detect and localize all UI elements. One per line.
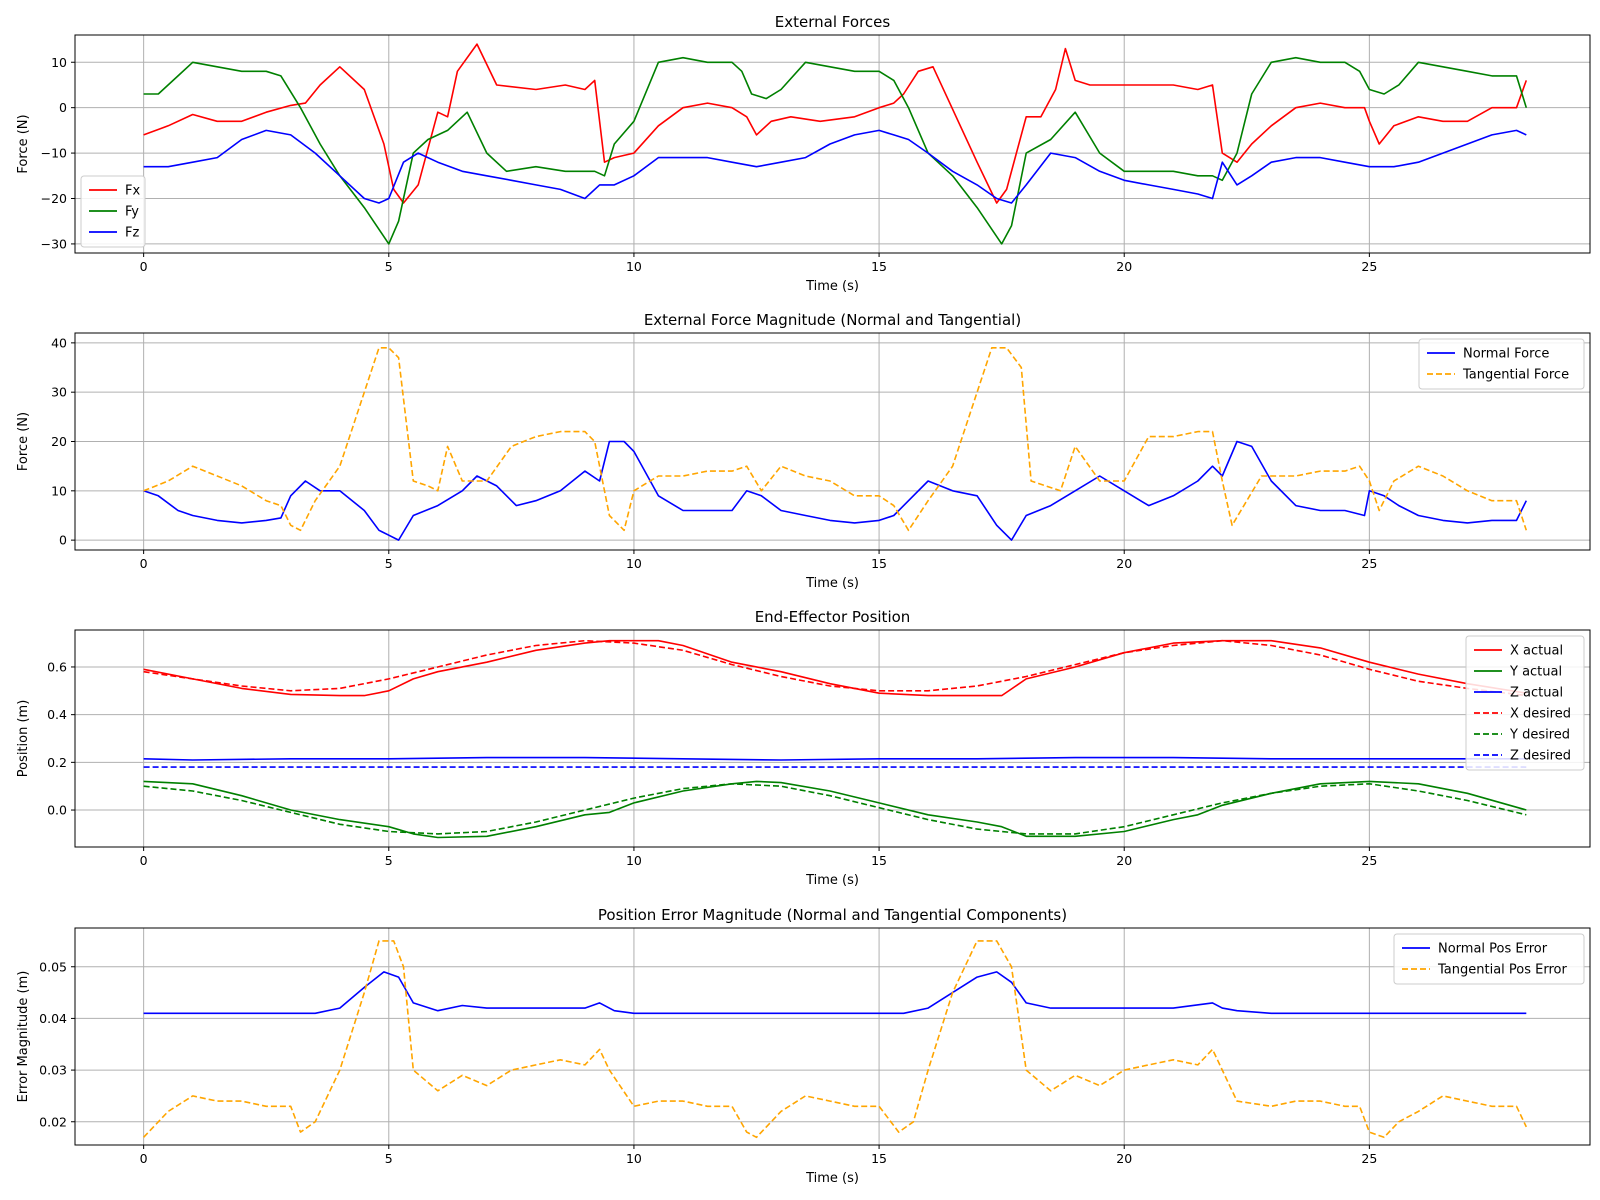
legend-label: Tangential Force	[1462, 368, 1569, 383]
x-tick-label: 5	[385, 556, 393, 571]
x-tick-label: 10	[626, 1151, 642, 1166]
y-tick-label: 0	[59, 100, 67, 115]
legend-label: Tangential Pos Error	[1437, 963, 1567, 978]
x-axis-label: Time (s)	[805, 1171, 859, 1186]
y-tick-label: 0.02	[39, 1114, 67, 1129]
chart-2: 0 5 10 15 20 25 0 10 20 30 40 External Force Magnit…	[16, 311, 1591, 591]
legend-label: Normal Pos Error	[1438, 942, 1548, 957]
legend-label: Normal Force	[1463, 347, 1549, 362]
legend-box	[1465, 635, 1585, 771]
x-tick-label: 0	[140, 1151, 148, 1166]
series-line-fy	[143, 56, 1528, 245]
x-tick-label: 5	[385, 1151, 393, 1166]
y-tick-label: 0.0	[47, 803, 67, 818]
y-tick-label: 0.05	[39, 959, 67, 974]
legend-label: Fy	[125, 205, 139, 220]
y-axis-label: Force (N)	[16, 412, 31, 471]
legend-label: Fz	[125, 226, 139, 241]
legend: Normal Force Tangential Force	[1418, 338, 1585, 390]
y-tick-label: −20	[41, 191, 67, 206]
y-axis-label: Position (m)	[16, 700, 31, 778]
x-tick-label: 25	[1361, 853, 1377, 868]
series-line-normal-pos-error	[143, 971, 1527, 1015]
x-tick-label: 0	[140, 853, 148, 868]
plot-frame	[74, 927, 1591, 1146]
x-tick-label: 0	[140, 556, 148, 571]
y-tick-label: 40	[51, 335, 67, 350]
x-tick-label: 25	[1361, 556, 1377, 571]
chart-title: Position Error Magnitude (Normal and Tan…	[598, 906, 1067, 924]
series-line-x-actual	[143, 639, 1527, 697]
plot-frame	[74, 629, 1591, 848]
series-line-fz	[143, 129, 1527, 204]
series-line-x-desired	[143, 639, 1527, 697]
x-tick-label: 10	[626, 853, 642, 868]
x-tick-label: 20	[1116, 556, 1132, 571]
x-tick-label: 20	[1116, 853, 1132, 868]
plot-frame	[74, 34, 1591, 254]
series-line-normal-force	[143, 440, 1528, 541]
x-tick-label: 25	[1361, 1151, 1377, 1166]
x-tick-label: 25	[1361, 259, 1377, 274]
y-tick-label: 0.04	[39, 1011, 67, 1026]
y-tick-label: 0.4	[47, 707, 67, 722]
y-tick-label: 10	[51, 483, 67, 498]
x-axis-label: Time (s)	[805, 873, 859, 888]
x-tick-label: 10	[626, 259, 642, 274]
y-tick-label: 10	[51, 55, 67, 70]
legend: Fx Fy Fz	[80, 175, 146, 248]
y-tick-label: 0	[59, 533, 67, 548]
x-tick-label: 15	[871, 556, 887, 571]
y-axis-label: Error Magnitude (m)	[16, 971, 31, 1103]
y-tick-label: 0.03	[39, 1063, 67, 1078]
series-line-tangential-force	[143, 346, 1528, 532]
x-axis-label: Time (s)	[805, 576, 859, 591]
y-tick-label: 20	[51, 434, 67, 449]
x-tick-label: 15	[871, 853, 887, 868]
legend-label: X desired	[1510, 707, 1571, 722]
y-tick-label: −30	[41, 236, 67, 251]
chart-3: 0 5 10 15 20 25 0.0 0.2 0.4 0.6 End-Effector Posit…	[16, 608, 1591, 888]
x-tick-label: 5	[385, 259, 393, 274]
series-line-tangential-pos-error	[143, 940, 1528, 1139]
x-tick-label: 15	[871, 1151, 887, 1166]
legend-box	[1418, 338, 1585, 390]
legend-label: Z desired	[1510, 749, 1571, 764]
x-axis-label: Time (s)	[805, 279, 859, 294]
chart-title: External Force Magnitude (Normal and Tan…	[644, 311, 1021, 329]
series-line-z-actual	[143, 756, 1527, 761]
x-tick-label: 20	[1116, 259, 1132, 274]
legend-label: Y actual	[1509, 665, 1562, 680]
x-tick-label: 10	[626, 556, 642, 571]
legend-label: X actual	[1510, 644, 1563, 659]
chart-1: 0 5 10 15 20 25 −30 −20 −10 0 10 External Forces Tim…	[16, 13, 1591, 294]
series-line-y-desired	[143, 782, 1527, 835]
x-tick-label: 20	[1116, 1151, 1132, 1166]
legend-label: Y desired	[1509, 728, 1570, 743]
legend: X actual Y actual Z actual X desired Y desir…	[1465, 635, 1585, 771]
chart-title: External Forces	[775, 13, 891, 31]
legend-label: Fx	[125, 184, 140, 199]
x-tick-label: 15	[871, 259, 887, 274]
chart-title: End-Effector Position	[755, 608, 911, 626]
y-tick-label: 30	[51, 385, 67, 400]
y-tick-label: −10	[41, 146, 67, 161]
chart-4: 0 5 10 15 20 25 0.02 0.03 0.04 0.05 Position Error…	[16, 906, 1591, 1186]
legend: Normal Pos Error Tangential Pos Error	[1393, 933, 1585, 985]
x-tick-label: 5	[385, 853, 393, 868]
x-tick-label: 0	[140, 259, 148, 274]
legend-box	[1393, 933, 1585, 985]
legend-label: Z actual	[1510, 686, 1563, 701]
series-line-y-actual	[143, 780, 1527, 839]
series-line-fx	[143, 43, 1528, 204]
y-axis-label: Force (N)	[16, 114, 31, 173]
y-tick-label: 0.6	[47, 659, 67, 674]
y-tick-label: 0.2	[47, 755, 67, 770]
